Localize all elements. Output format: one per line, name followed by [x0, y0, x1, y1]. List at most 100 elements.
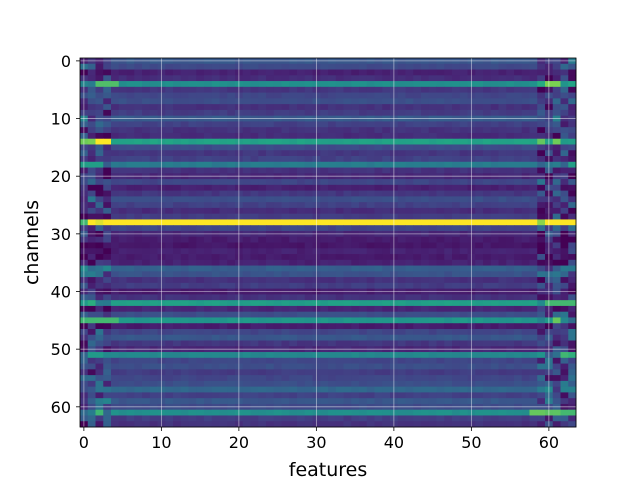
- heatmap-cell: [490, 92, 499, 99]
- heatmap-cell: [103, 167, 112, 174]
- heatmap-cell: [87, 340, 96, 347]
- heatmap-cell: [560, 421, 569, 428]
- x-tick-label: 30: [306, 433, 326, 452]
- heatmap-cell: [118, 357, 127, 364]
- heatmap-cell: [359, 184, 368, 192]
- heatmap-cell: [173, 69, 182, 76]
- heatmap-cell: [111, 207, 120, 215]
- heatmap-cell: [374, 300, 383, 307]
- heatmap-cell: [436, 369, 445, 376]
- heatmap-cell: [335, 213, 344, 220]
- heatmap-cell: [397, 421, 406, 428]
- heatmap-cell: [149, 150, 158, 157]
- heatmap-cell: [165, 415, 174, 422]
- heatmap-cell: [436, 63, 445, 70]
- heatmap-cell: [568, 104, 577, 111]
- heatmap-cell: [475, 86, 484, 93]
- heatmap-cell: [297, 196, 306, 203]
- heatmap-cell: [219, 63, 228, 70]
- heatmap-cell: [382, 334, 391, 341]
- heatmap-cell: [211, 409, 220, 416]
- heatmap-cell: [273, 144, 282, 151]
- heatmap-cell: [413, 236, 422, 243]
- heatmap-cell: [366, 363, 375, 370]
- heatmap-cell: [552, 334, 561, 341]
- heatmap-cell: [506, 271, 515, 278]
- heatmap-cell: [459, 363, 468, 370]
- heatmap-cell: [452, 167, 461, 174]
- heatmap-cell: [134, 179, 143, 186]
- heatmap-cell: [111, 225, 120, 232]
- heatmap-cell: [134, 86, 143, 93]
- heatmap-cell: [413, 254, 422, 261]
- heatmap-cell: [126, 121, 135, 128]
- heatmap-cell: [281, 421, 290, 428]
- heatmap-cell: [397, 357, 406, 364]
- heatmap-cell: [328, 81, 337, 88]
- heatmap-cell: [304, 121, 313, 128]
- heatmap-cell: [560, 161, 569, 168]
- heatmap-cell: [87, 132, 96, 140]
- heatmap-cell: [118, 328, 127, 336]
- heatmap-cell: [351, 213, 360, 220]
- heatmap-cell: [359, 421, 368, 428]
- heatmap-cell: [126, 392, 135, 399]
- heatmap-cell: [506, 190, 515, 197]
- heatmap-cell: [382, 323, 391, 330]
- heatmap-cell: [459, 311, 468, 318]
- heatmap-cell: [421, 98, 430, 105]
- heatmap-cell: [204, 328, 213, 336]
- heatmap-cell: [490, 156, 499, 163]
- heatmap-cell: [258, 81, 267, 88]
- heatmap-cell: [126, 104, 135, 111]
- heatmap-cell: [126, 328, 135, 336]
- heatmap-cell: [374, 109, 383, 117]
- heatmap-cell: [173, 190, 182, 197]
- heatmap-cell: [421, 259, 430, 266]
- heatmap-cell: [111, 317, 120, 324]
- heatmap-cell: [281, 104, 290, 111]
- heatmap-cell: [452, 254, 461, 261]
- heatmap-cell: [273, 415, 282, 422]
- heatmap-cell: [459, 300, 468, 307]
- heatmap-cell: [211, 398, 220, 405]
- heatmap-cell: [537, 369, 546, 376]
- heatmap-cell: [405, 132, 414, 140]
- heatmap-cell: [552, 150, 561, 157]
- heatmap-cell: [258, 225, 267, 232]
- heatmap-cell: [266, 109, 275, 117]
- heatmap-cell: [173, 161, 182, 168]
- heatmap-cell: [382, 92, 391, 99]
- heatmap-cell: [258, 213, 267, 220]
- heatmap-cell: [397, 219, 406, 226]
- heatmap-cell: [444, 254, 453, 261]
- heatmap-cell: [196, 109, 205, 117]
- heatmap-cell: [490, 386, 499, 393]
- heatmap-cell: [397, 109, 406, 117]
- heatmap-cell: [134, 363, 143, 370]
- heatmap-cell: [304, 202, 313, 209]
- heatmap-cell: [359, 357, 368, 364]
- heatmap-cell: [374, 69, 383, 76]
- heatmap-cell: [475, 121, 484, 128]
- heatmap-cell: [219, 248, 228, 255]
- heatmap-cell: [405, 138, 414, 145]
- heatmap-cell: [211, 380, 220, 388]
- heatmap-cell: [87, 334, 96, 341]
- heatmap-cell: [126, 196, 135, 203]
- heatmap-cell: [111, 190, 120, 197]
- heatmap-cell: [568, 363, 577, 370]
- heatmap-cell: [281, 161, 290, 168]
- heatmap-cell: [227, 69, 236, 76]
- heatmap-cell: [328, 184, 337, 192]
- heatmap-cell: [328, 236, 337, 243]
- heatmap-cell: [304, 398, 313, 405]
- heatmap-cell: [227, 328, 236, 336]
- heatmap-cell: [475, 323, 484, 330]
- heatmap-cell: [118, 409, 127, 416]
- heatmap-cell: [537, 328, 546, 336]
- heatmap-cell: [374, 254, 383, 261]
- heatmap-cell: [498, 398, 507, 405]
- heatmap-cell: [436, 69, 445, 76]
- heatmap-cell: [413, 300, 422, 307]
